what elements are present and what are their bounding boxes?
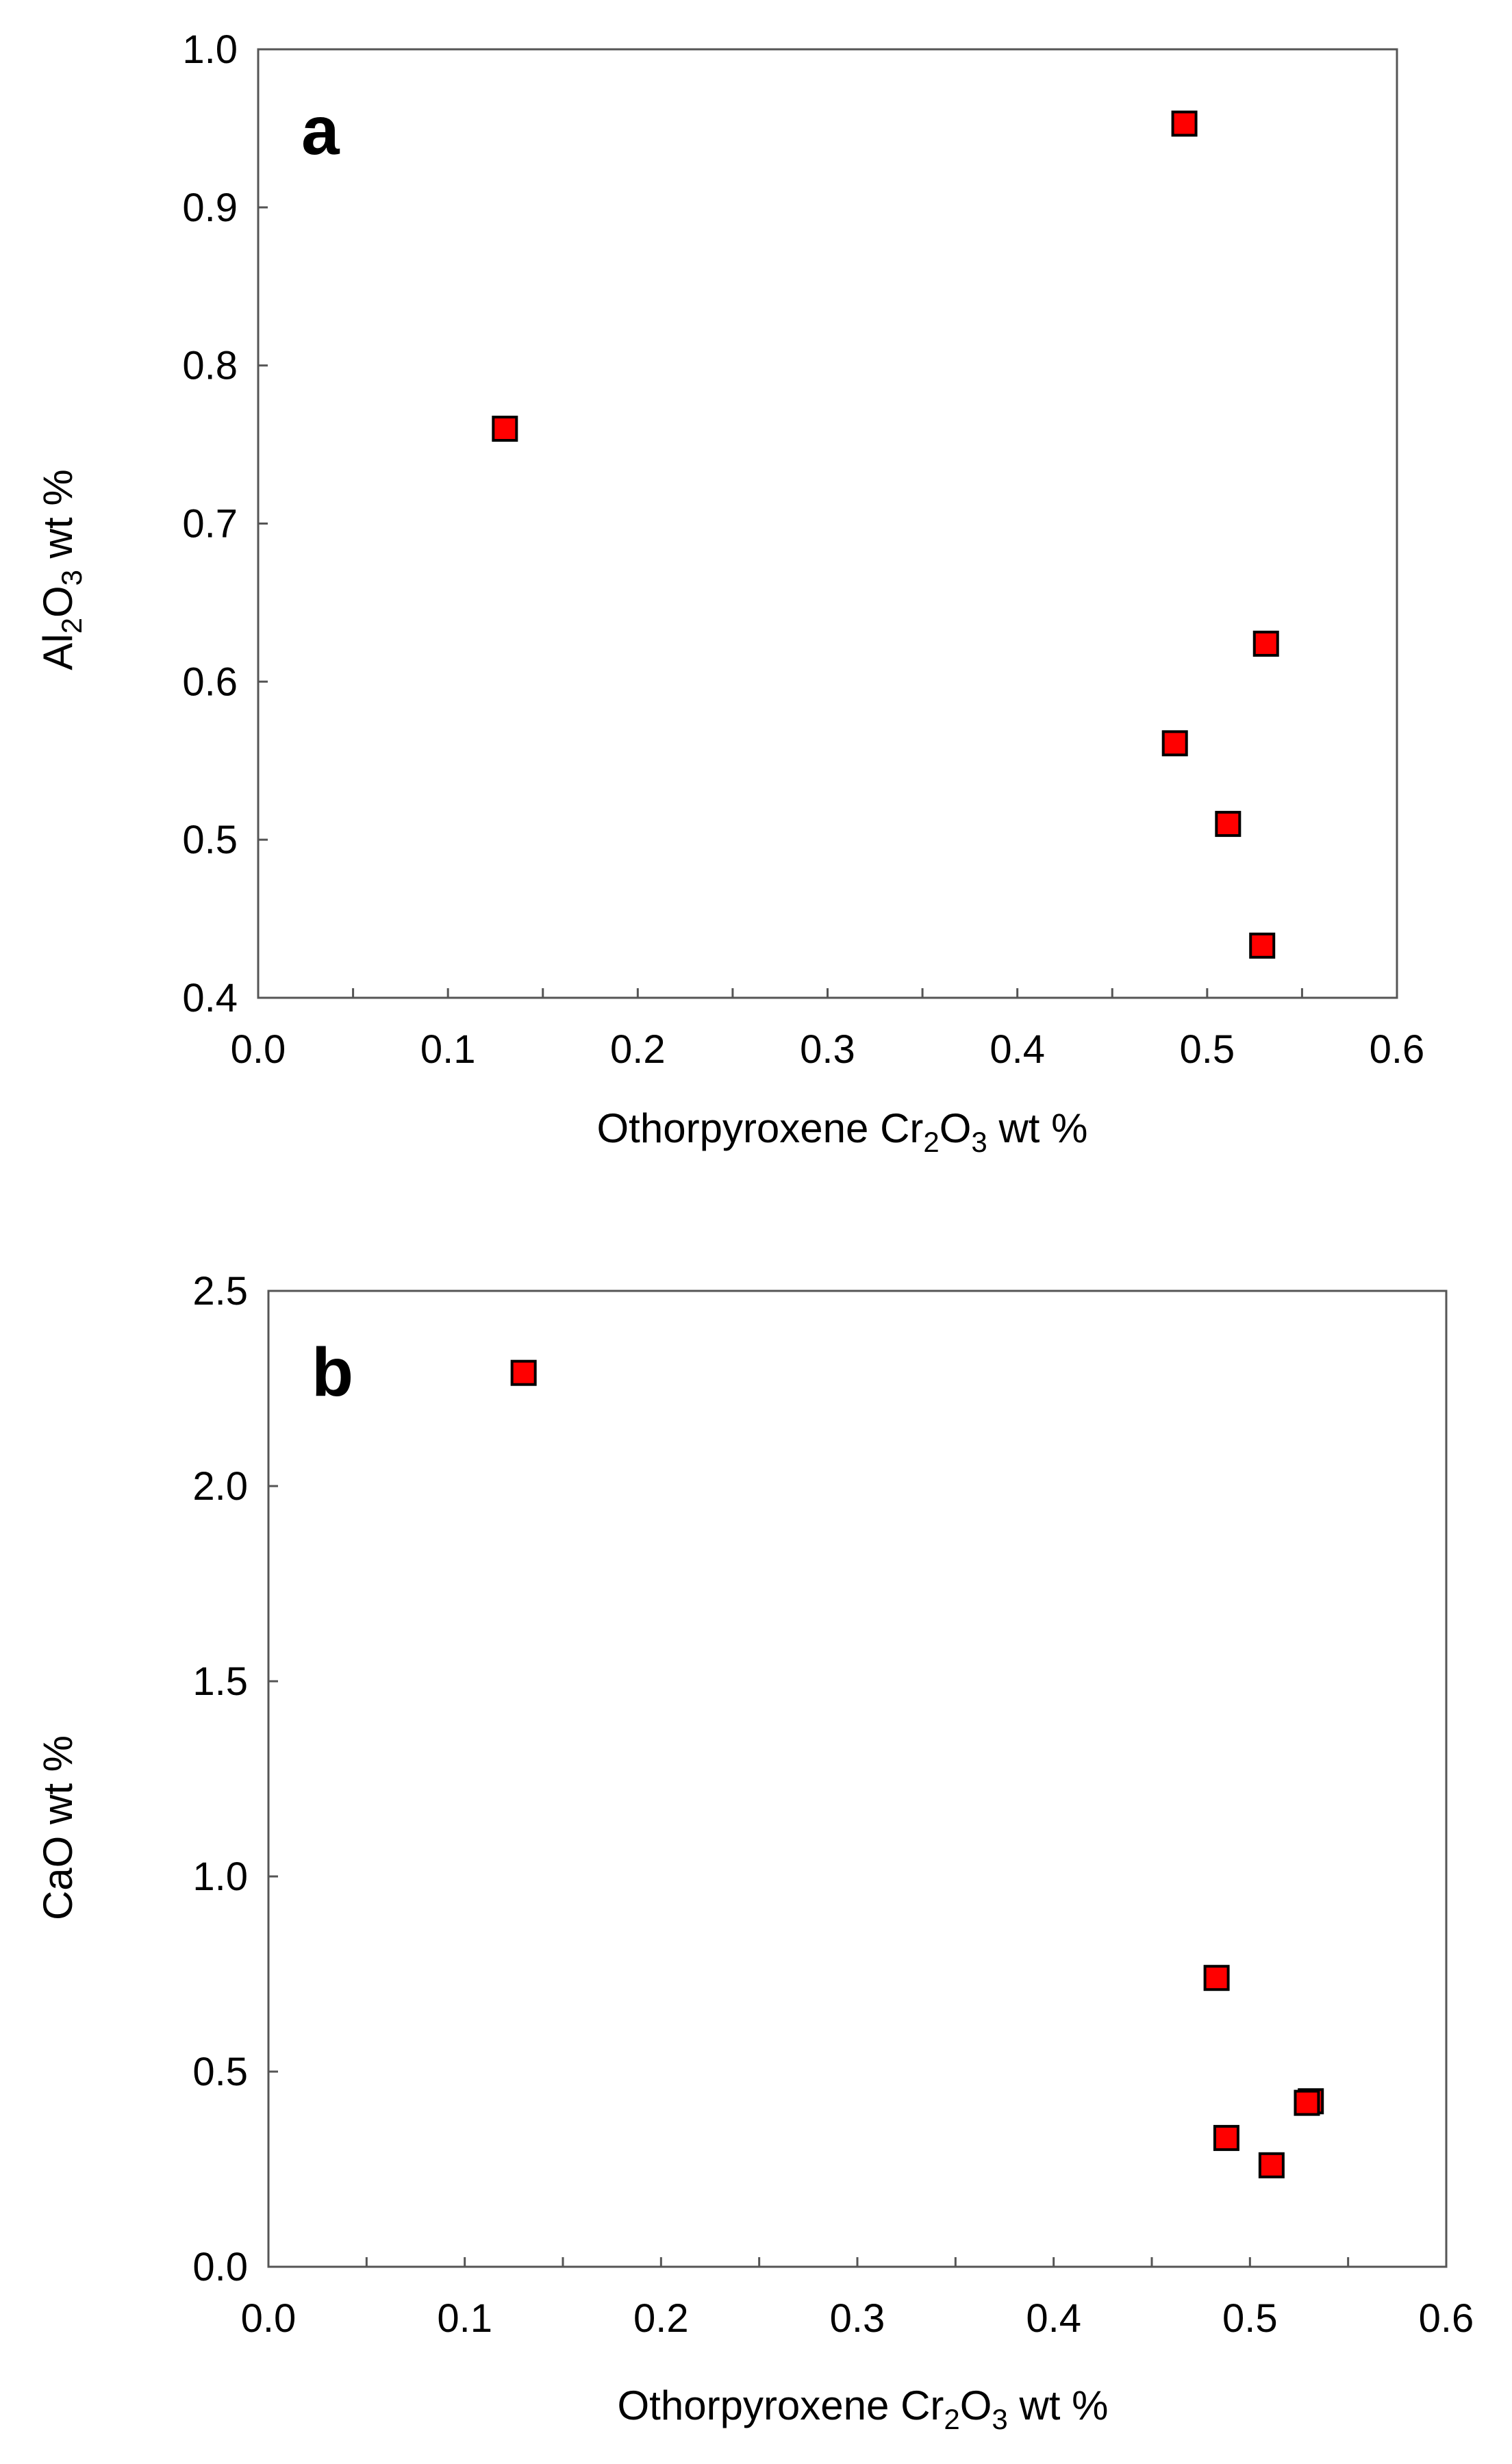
data-points-b bbox=[510, 1359, 1324, 2178]
y-axis-title-b: CaO wt % bbox=[35, 1735, 81, 1920]
x-tick-label-b: 0.4 bbox=[1026, 2296, 1081, 2341]
y-tick-label-a: 0.8 bbox=[182, 344, 238, 388]
y-tick-label-b: 1.5 bbox=[192, 1659, 248, 1704]
y-tick-label-a: 0.6 bbox=[182, 659, 238, 704]
x-tick-label-b: 0.0 bbox=[241, 2296, 297, 2341]
panel-label-b: b bbox=[312, 1334, 353, 1411]
data-point-a bbox=[1161, 730, 1188, 757]
x-tick-labels-b: 0.0 0.1 0.2 0.3 0.4 0.5 0.6 bbox=[241, 2296, 1474, 2341]
y-axis-title-a: Al2O3 wt % bbox=[35, 469, 88, 670]
y-tick-label-a: 0.4 bbox=[182, 976, 238, 1020]
panel-a: 0.0 0.1 0.2 0.3 0.4 0.5 0.6 0.4 0.5 0.6 0.7 0.8 0.9… bbox=[35, 27, 1424, 1158]
x-tick-label-b: 0.6 bbox=[1419, 2296, 1474, 2341]
y-tick-label-a: 0.9 bbox=[182, 186, 238, 230]
x-tick-label-a: 0.1 bbox=[420, 1027, 476, 1072]
data-point-a bbox=[1171, 110, 1198, 137]
x-tick-label-a: 0.5 bbox=[1180, 1027, 1235, 1072]
panel-label-a: a bbox=[301, 92, 340, 169]
x-tick-label-a: 0.0 bbox=[231, 1027, 286, 1072]
data-point-a bbox=[1215, 811, 1242, 838]
x-tick-label-a: 0.4 bbox=[990, 1027, 1045, 1072]
y-tick-label-b: 0.5 bbox=[192, 2050, 248, 2094]
panel-b: 0.0 0.1 0.2 0.3 0.4 0.5 0.6 0.0 0.5 1.0 1.5 2.0 2.5… bbox=[35, 1269, 1474, 2435]
x-tick-label-b: 0.1 bbox=[437, 2296, 492, 2341]
x-tick-labels-a: 0.0 0.1 0.2 0.3 0.4 0.5 0.6 bbox=[231, 1027, 1425, 1072]
x-tick-label-a: 0.6 bbox=[1370, 1027, 1425, 1072]
x-tick-label-b: 0.2 bbox=[633, 2296, 689, 2341]
data-point-a bbox=[492, 416, 518, 442]
x-tick-label-a: 0.2 bbox=[610, 1027, 666, 1072]
x-axis-title-a: Othorpyroxene Cr2O3 wt % bbox=[597, 1105, 1088, 1158]
ticks-b bbox=[267, 1290, 1448, 2268]
data-point-b bbox=[1294, 2089, 1320, 2116]
y-tick-label-a: 1.0 bbox=[182, 27, 238, 72]
y-tick-labels-a: 0.4 0.5 0.6 0.7 0.8 0.9 1.0 bbox=[182, 27, 238, 1020]
data-point-a bbox=[1249, 932, 1276, 959]
x-axis-title-b: Othorpyroxene Cr2O3 wt % bbox=[618, 2383, 1109, 2435]
y-tick-labels-b: 0.0 0.5 1.0 1.5 2.0 2.5 bbox=[192, 1269, 248, 2289]
y-tick-label-b: 1.0 bbox=[192, 1855, 248, 1899]
ticks-a bbox=[257, 48, 1398, 999]
y-tick-label-b: 0.0 bbox=[192, 2245, 248, 2289]
y-tick-label-a: 0.5 bbox=[182, 818, 238, 862]
data-point-b bbox=[1258, 2152, 1285, 2178]
x-tick-label-a: 0.3 bbox=[800, 1027, 855, 1072]
data-point-b bbox=[1203, 1965, 1230, 1991]
y-tick-label-b: 2.5 bbox=[192, 1269, 248, 1313]
data-points-a bbox=[492, 110, 1279, 959]
y-tick-label-a: 0.7 bbox=[182, 502, 238, 546]
x-tick-label-b: 0.5 bbox=[1222, 2296, 1278, 2341]
y-tick-label-b: 2.0 bbox=[192, 1464, 248, 1509]
data-point-b bbox=[510, 1359, 537, 1386]
data-point-a bbox=[1252, 630, 1279, 657]
x-tick-label-b: 0.3 bbox=[830, 2296, 885, 2341]
data-point-b bbox=[1213, 2124, 1239, 2151]
